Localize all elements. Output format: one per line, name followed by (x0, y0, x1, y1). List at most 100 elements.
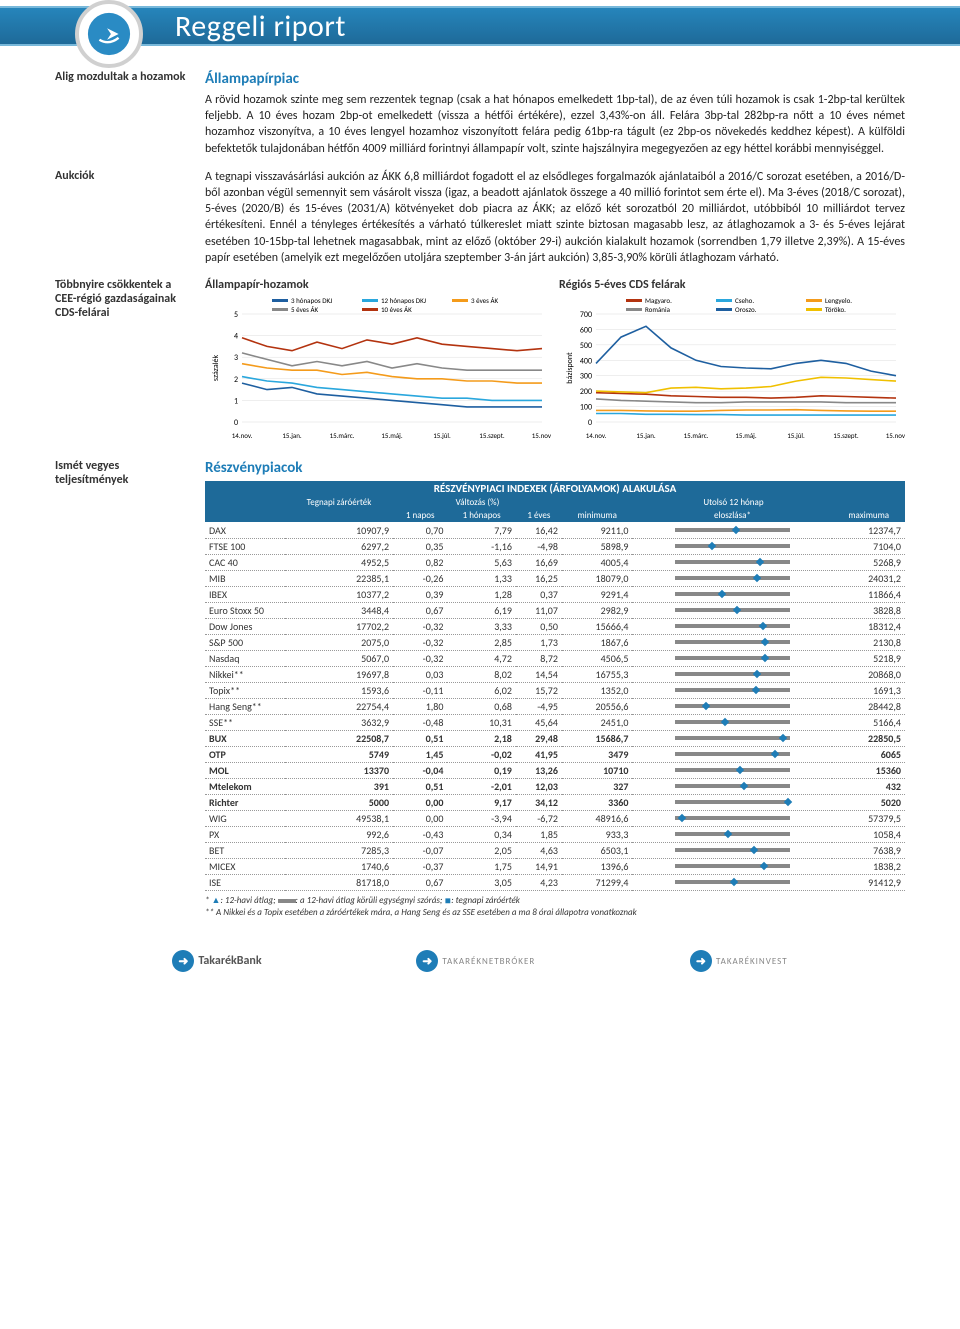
cell-m1: 10,31 (447, 714, 515, 730)
cell-y1: 16,25 (516, 570, 562, 586)
yield-chart: 012345százalék14.nov.15.jan.15.márc.15.m… (205, 294, 551, 444)
cell-min: 4005,4 (562, 554, 633, 570)
cell-min: 15666,4 (562, 618, 633, 634)
cell-y1: 41,95 (516, 746, 562, 762)
side-title-1: Alig mozdultak a hozamok (55, 70, 195, 84)
cell-m1: 8,02 (447, 666, 515, 682)
cell-name: Nikkei** (205, 666, 285, 682)
cell-min: 9291,4 (562, 586, 633, 602)
svg-text:600: 600 (580, 325, 592, 335)
svg-text:bázispont: bázispont (565, 352, 575, 384)
cell-m1: 2,18 (447, 730, 515, 746)
cell-max: 22850,5 (832, 730, 905, 746)
cell-min: 2451,0 (562, 714, 633, 730)
th-max: maximuma (832, 509, 905, 523)
chart1-title: Állampapír-hozamok (205, 278, 551, 292)
cell-name: IBEX (205, 586, 285, 602)
cell-close: 19697,8 (285, 666, 393, 682)
spark-cell (632, 682, 832, 698)
cell-m1: 0,68 (447, 698, 515, 714)
cell-d1: 0,82 (393, 554, 447, 570)
cell-d1: 0,51 (393, 778, 447, 794)
cell-min: 10710 (562, 762, 633, 778)
cell-name: WIG (205, 810, 285, 826)
cell-y1: 45,64 (516, 714, 562, 730)
cell-min: 1867,6 (562, 634, 633, 650)
spark-cell (632, 746, 832, 762)
cell-name: FTSE 100 (205, 538, 285, 554)
cell-max: 1691,3 (832, 682, 905, 698)
cell-min: 18079,0 (562, 570, 633, 586)
cell-d1: 0,70 (393, 522, 447, 538)
table-row: SSE**3632,9-0,4810,3145,642451,05166,4 (205, 714, 905, 730)
spark-cell (632, 522, 832, 538)
cell-y1: 14,91 (516, 858, 562, 874)
cell-close: 3632,9 (285, 714, 393, 730)
cell-close: 49538,1 (285, 810, 393, 826)
cell-name: Hang Seng** (205, 698, 285, 714)
cell-max: 1838,2 (832, 858, 905, 874)
cell-min: 5898,9 (562, 538, 633, 554)
cell-d1: -0,26 (393, 570, 447, 586)
cell-min: 6503,1 (562, 842, 633, 858)
svg-text:10 éves ÁK: 10 éves ÁK (381, 305, 412, 314)
table-main-header: RÉSZVÉNYPIACI INDEXEK (ÁRFOLYAMOK) ALAKU… (205, 481, 905, 496)
svg-text:15.júl.: 15.júl. (787, 431, 805, 440)
table-row: Dow Jones17702,2-0,323,330,5015666,41831… (205, 618, 905, 634)
chart2-title: Régiós 5-éves CDS felárak (559, 278, 905, 292)
cell-min: 1352,0 (562, 682, 633, 698)
cell-y1: 0,37 (516, 586, 562, 602)
spark-cell (632, 714, 832, 730)
cell-y1: 34,12 (516, 794, 562, 810)
cell-y1: 16,42 (516, 522, 562, 538)
cell-m1: -3,94 (447, 810, 515, 826)
cell-close: 391 (285, 778, 393, 794)
table-row: MOL13370-0,040,1913,261071015360 (205, 762, 905, 778)
cell-min: 20556,6 (562, 698, 633, 714)
table-row: CAC 404952,50,825,6316,694005,45268,9 (205, 554, 905, 570)
cell-min: 327 (562, 778, 633, 794)
cell-d1: 0,00 (393, 810, 447, 826)
cell-y1: -6,72 (516, 810, 562, 826)
cell-min: 71299,4 (562, 874, 633, 890)
svg-text:15.nov.: 15.nov. (532, 431, 551, 440)
svg-text:100: 100 (580, 402, 592, 412)
cell-min: 3479 (562, 746, 633, 762)
cell-max: 5166,4 (832, 714, 905, 730)
cell-y1: 0,50 (516, 618, 562, 634)
cell-close: 2075,0 (285, 634, 393, 650)
cell-min: 1396,6 (562, 858, 633, 874)
cell-m1: -0,02 (447, 746, 515, 762)
th-close (285, 509, 393, 523)
spark-cell (632, 554, 832, 570)
cell-max: 5020 (832, 794, 905, 810)
cell-name: MIB (205, 570, 285, 586)
cell-max: 1058,4 (832, 826, 905, 842)
cell-max: 2130,8 (832, 634, 905, 650)
cell-name: CAC 40 (205, 554, 285, 570)
logo-invest: ➜TAKARÉKINVEST (690, 950, 788, 972)
header-arrow-icon (75, 0, 143, 68)
cell-max: 20868,0 (832, 666, 905, 682)
cell-d1: 0,51 (393, 730, 447, 746)
cell-name: Dow Jones (205, 618, 285, 634)
cell-m1: 0,34 (447, 826, 515, 842)
spark-cell (632, 698, 832, 714)
logo-netbroker: ➜TAKARÉKNETBRÓKER (416, 950, 535, 972)
cell-name: DAX (205, 522, 285, 538)
th-1d: 1 napos (393, 509, 447, 523)
cell-name: BUX (205, 730, 285, 746)
cell-max: 7104,0 (832, 538, 905, 554)
cell-y1: 16,69 (516, 554, 562, 570)
cell-close: 13370 (285, 762, 393, 778)
th-name (205, 509, 285, 523)
equity-table: RÉSZVÉNYPIACI INDEXEK (ÁRFOLYAMOK) ALAKU… (205, 481, 905, 891)
table-row: S&P 5002075,0-0,322,851,731867,62130,8 (205, 634, 905, 650)
table-row: FTSE 1006297,20,35-1,16-4,985898,97104,0 (205, 538, 905, 554)
logo-takarekbank: ➜TakarékBank (172, 950, 261, 972)
cell-close: 17702,2 (285, 618, 393, 634)
header-banner: Reggeli riport (0, 0, 960, 70)
cell-y1: 15,72 (516, 682, 562, 698)
header-stripe (0, 6, 960, 46)
cell-y1: 4,63 (516, 842, 562, 858)
